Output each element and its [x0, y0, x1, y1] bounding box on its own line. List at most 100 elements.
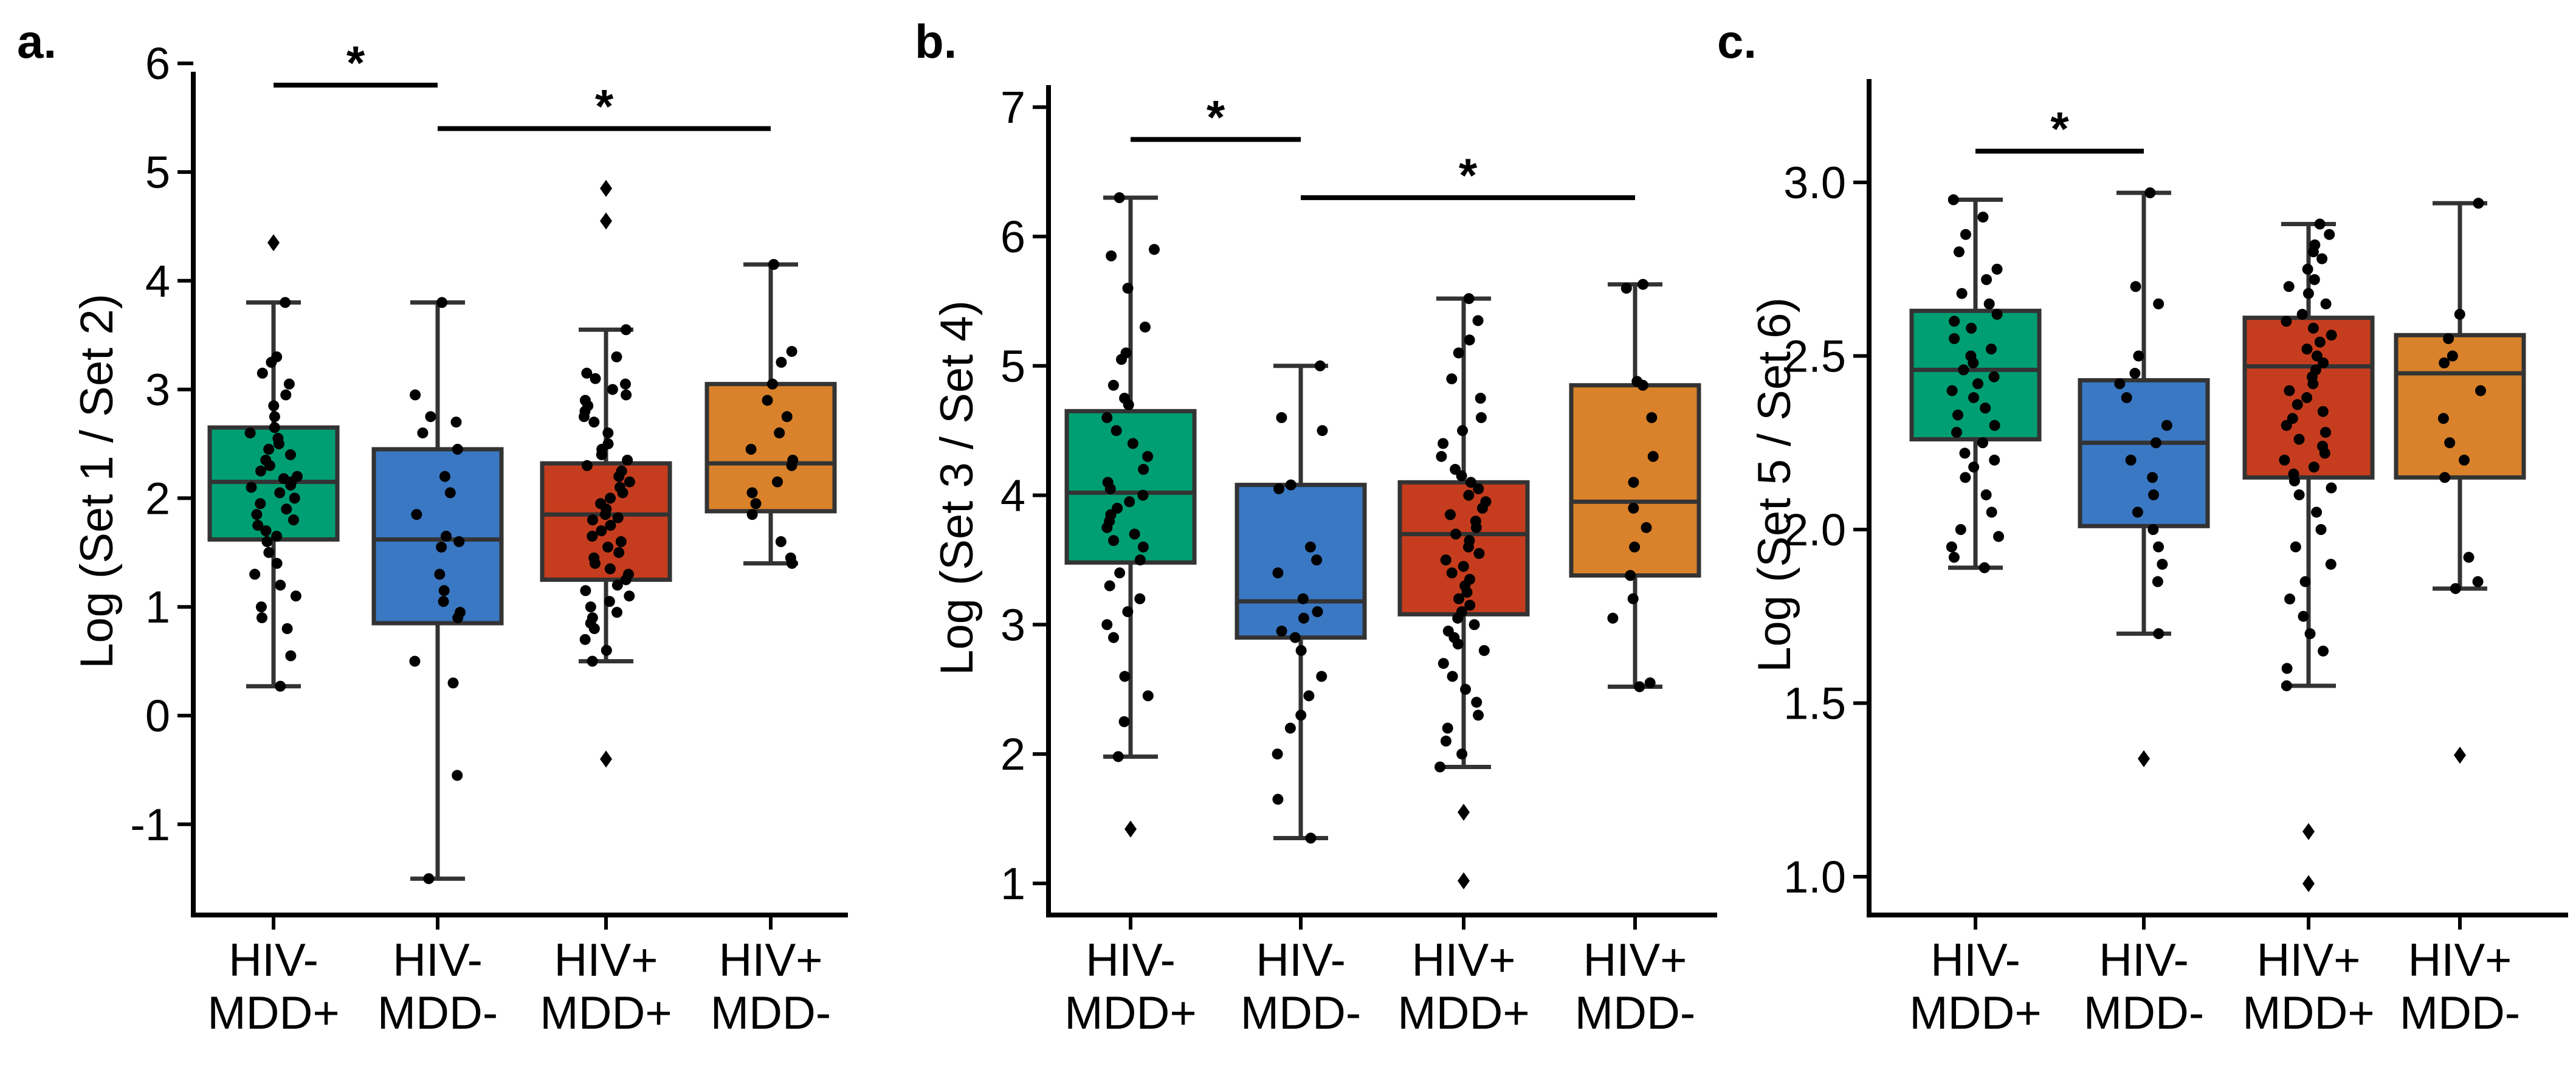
data-point — [2314, 218, 2326, 230]
data-point — [2290, 541, 2301, 553]
data-point — [745, 443, 757, 455]
outlier-point — [2302, 875, 2315, 893]
x-tick-label-line2: MDD- — [2400, 987, 2520, 1039]
data-point — [2439, 357, 2450, 368]
data-point — [2315, 524, 2327, 535]
data-point — [2304, 628, 2316, 640]
data-point — [1458, 561, 1469, 572]
data-point — [587, 655, 598, 667]
data-point — [2133, 350, 2144, 362]
outlier-point — [2302, 823, 2315, 840]
data-point — [1475, 412, 1487, 423]
data-point — [774, 427, 785, 439]
data-point — [596, 525, 607, 537]
data-point — [2153, 628, 2164, 640]
significance-star: * — [2050, 102, 2069, 156]
data-point — [1628, 477, 1639, 488]
data-point — [590, 373, 601, 384]
data-point — [2318, 645, 2329, 657]
y-tick-label: 1.0 — [1783, 852, 1846, 902]
data-point — [2311, 506, 2323, 518]
data-point — [1317, 425, 1328, 437]
data-point — [1272, 748, 1283, 760]
data-point — [2324, 229, 2335, 240]
data-point — [1446, 567, 1458, 579]
data-point — [1465, 477, 1476, 488]
data-point — [257, 367, 268, 379]
panel-label: b. — [915, 15, 957, 68]
data-point — [1949, 316, 1960, 327]
data-point — [1122, 606, 1134, 618]
data-point — [2281, 663, 2293, 674]
data-point — [2130, 281, 2141, 292]
data-point — [1625, 570, 1636, 581]
data-point — [768, 258, 779, 270]
data-point — [1137, 489, 1149, 501]
data-point — [1629, 541, 1641, 553]
data-point — [621, 389, 632, 401]
data-point — [434, 568, 446, 580]
data-point — [2302, 288, 2314, 299]
data-point — [2125, 454, 2137, 466]
significance-star: * — [1207, 90, 1225, 143]
y-tick-label: 3.0 — [1783, 157, 1846, 208]
y-tick-label: 3 — [145, 365, 170, 415]
data-point — [1993, 531, 2005, 542]
data-point — [438, 596, 449, 607]
x-tick-label-line2: MDD- — [377, 987, 498, 1039]
data-point — [452, 770, 463, 781]
data-point — [1316, 671, 1328, 682]
data-point — [2473, 198, 2484, 209]
data-point — [1956, 288, 1968, 299]
data-point — [1436, 451, 1447, 462]
data-point — [2307, 378, 2319, 390]
data-point — [1947, 194, 1959, 205]
data-point — [1464, 334, 1475, 346]
data-point — [285, 650, 297, 661]
chart-panel-c: c. Log (Set 5 / Set 6) 1.0 1.5 2.0 2.5 3.0 HIV-… — [1717, 15, 2568, 1039]
x-tick-label-line2: MDD- — [711, 987, 831, 1039]
data-point — [263, 547, 275, 558]
data-point — [1968, 357, 1979, 368]
data-point — [1462, 541, 1474, 553]
x-tick-label-line1: HIV+ — [554, 934, 658, 986]
data-point — [580, 585, 591, 596]
data-point — [1104, 483, 1116, 494]
data-point — [611, 579, 623, 591]
y-tick-label: 6 — [1000, 212, 1025, 262]
data-point — [1295, 644, 1307, 656]
data-point — [588, 623, 600, 634]
chart-panel-b: b.Log (Set 3 / Set 4)1234567HIV-MDD+HIV-… — [915, 15, 1717, 1039]
data-point — [1647, 451, 1659, 462]
data-point — [2320, 298, 2332, 309]
box — [2394, 333, 2526, 480]
data-point — [2284, 385, 2295, 396]
data-point — [1452, 612, 1464, 624]
x-tick-label-line1: HIV- — [1086, 934, 1176, 986]
data-point — [436, 541, 447, 553]
x-tick-label-line2: MDD- — [2084, 987, 2204, 1039]
data-point — [281, 623, 293, 634]
data-point — [601, 644, 612, 656]
data-point — [2318, 357, 2329, 368]
data-point — [1960, 229, 1971, 240]
x-tick-label-line1: HIV+ — [1583, 934, 1687, 986]
data-point — [1101, 522, 1113, 533]
data-point — [1305, 832, 1317, 844]
data-point — [2317, 406, 2329, 417]
data-point — [1123, 399, 1134, 410]
data-point — [1111, 425, 1122, 437]
data-point — [2150, 437, 2161, 449]
y-tick-label: 4 — [145, 256, 170, 306]
data-point — [1638, 278, 1649, 290]
data-point — [255, 498, 266, 509]
data-point — [2153, 541, 2164, 553]
data-point — [1112, 751, 1124, 762]
x-tick-label-line1: HIV+ — [2256, 934, 2360, 986]
data-point — [2279, 454, 2290, 466]
data-point — [1628, 502, 1639, 514]
data-point — [1988, 371, 2000, 382]
y-tick-label: 1.5 — [1783, 679, 1846, 729]
data-point — [1463, 293, 1475, 305]
